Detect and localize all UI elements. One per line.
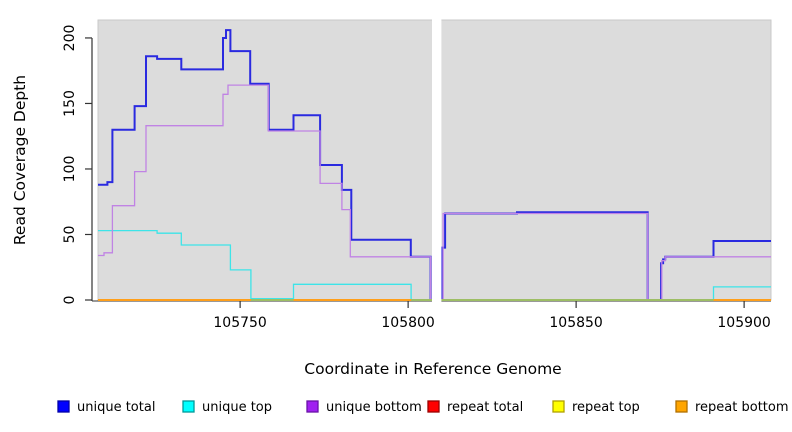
legend-label-repeat-total: repeat total xyxy=(447,400,523,415)
y-axis-title: Read Coverage Depth xyxy=(11,75,29,245)
y-tick-label: 0 xyxy=(62,296,78,305)
x-axis-title: Coordinate in Reference Genome xyxy=(304,360,561,378)
y-tick-label: 50 xyxy=(62,226,78,244)
no-data-gap xyxy=(431,19,442,303)
legend: unique total unique top unique bottom repea… xyxy=(57,400,789,415)
x-tick-label: 105800 xyxy=(381,315,434,331)
x-tick-label: 105900 xyxy=(717,315,770,331)
legend-swatch-repeat-total xyxy=(427,400,440,413)
legend-label-repeat-bottom: repeat bottom xyxy=(695,400,789,415)
y-tick-label: 150 xyxy=(62,90,78,117)
y-tick-label: 200 xyxy=(62,25,78,52)
legend-label-unique-top: unique top xyxy=(202,400,272,415)
x-tick-label: 105750 xyxy=(213,315,266,331)
x-tick-label: 105850 xyxy=(549,315,602,331)
legend-swatch-unique-total xyxy=(57,400,70,413)
legend-label-unique-total: unique total xyxy=(77,400,155,415)
series-unique-bottom xyxy=(98,84,771,301)
y-tick-label: 100 xyxy=(62,156,78,183)
legend-swatch-unique-top xyxy=(182,400,195,413)
legend-label-repeat-top: repeat top xyxy=(572,400,640,415)
legend-swatch-unique-bottom xyxy=(306,400,319,413)
legend-swatch-repeat-bottom xyxy=(675,400,688,413)
plot-layer: 0 50 100 150 200 105750 105800 105850 105900 xyxy=(62,19,772,331)
legend-label-unique-bottom: unique bottom xyxy=(326,400,422,415)
legend-swatch-repeat-top xyxy=(552,400,565,413)
